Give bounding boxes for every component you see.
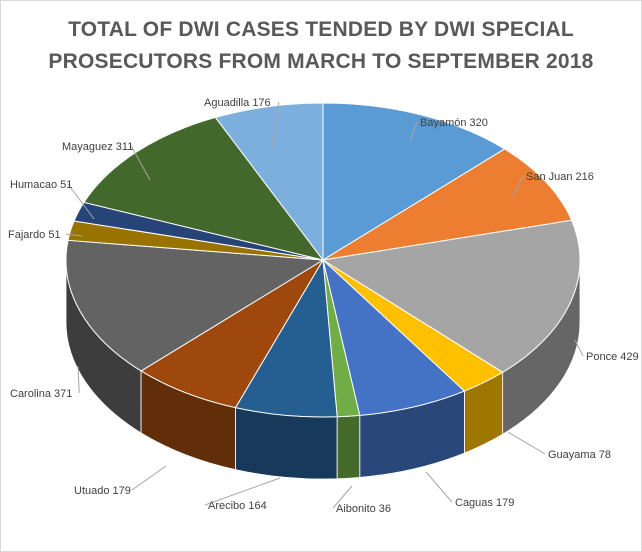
leader-line-carolina: [77, 365, 80, 394]
slice-label-fajardo: Fajardo 51: [8, 229, 61, 241]
leader-line-bayam-n: [409, 121, 418, 142]
slice-label-carolina: Carolina 371: [10, 388, 72, 400]
chart-title-line-1: TOTAL OF DWI CASES TENDED BY DWI SPECIAL: [68, 18, 574, 41]
chart-title: TOTAL OF DWI CASES TENDED BY DWI SPECIAL…: [0, 14, 642, 78]
slice-labels: Bayamón 320 San Juan 216 Ponce 429 Guayama …: [8, 97, 639, 515]
leader-line-arecibo: [204, 477, 281, 506]
slice-label-arecibo: Arecibo 164: [208, 500, 267, 512]
pie-slice-aguadilla: [214, 102, 324, 262]
slice-label-san-juan: San Juan 216: [526, 171, 594, 183]
slice-label-caguas: Caguas 179: [455, 497, 514, 509]
leader-line-aibonito: [332, 485, 353, 509]
leader-line-san-juan: [512, 175, 524, 198]
slice-label-aguadilla: Aguadilla 176: [204, 97, 271, 109]
slice-label-ponce: Ponce 429: [586, 351, 639, 363]
slice-label-aibonito: Aibonito 36: [336, 503, 391, 515]
pie-slice-utuado: [140, 259, 324, 409]
leader-line-utuado: [131, 465, 167, 491]
pie-slice-bayam-n: [322, 102, 506, 261]
slice-label-mayaguez: Mayaguez 311: [62, 141, 133, 153]
pie-slice-mayaguez: [83, 116, 325, 261]
leader-line-caguas: [425, 471, 453, 503]
slice-label-utuado: Utuado 179: [74, 485, 131, 497]
leader-line-aguadilla: [271, 101, 280, 149]
pie-slice-ponce: [321, 219, 581, 373]
pie-top-faces: [65, 102, 581, 418]
pie-side-arecibo: [235, 407, 338, 480]
pie-slice-san-juan: [322, 148, 573, 261]
pie-side-aibonito: [336, 414, 361, 480]
chart-title-line-2: PROSECUTORS FROM MARCH TO SEPTEMBER 2018: [48, 50, 594, 73]
slice-label-humacao: Humacao 51: [10, 179, 72, 191]
leader-line-mayaguez: [130, 145, 151, 181]
pie-slice-carolina: [65, 239, 325, 372]
leader-line-guayama: [507, 431, 546, 455]
slice-label-guayama: Guayama 78: [548, 449, 611, 461]
leader-line-fajardo: [65, 233, 83, 237]
pie-slice-caguas: [322, 258, 466, 416]
leader-line-humacao: [67, 183, 95, 220]
slice-label-bayam-n: Bayamón 320: [420, 117, 488, 129]
leader-line-ponce: [574, 339, 584, 357]
